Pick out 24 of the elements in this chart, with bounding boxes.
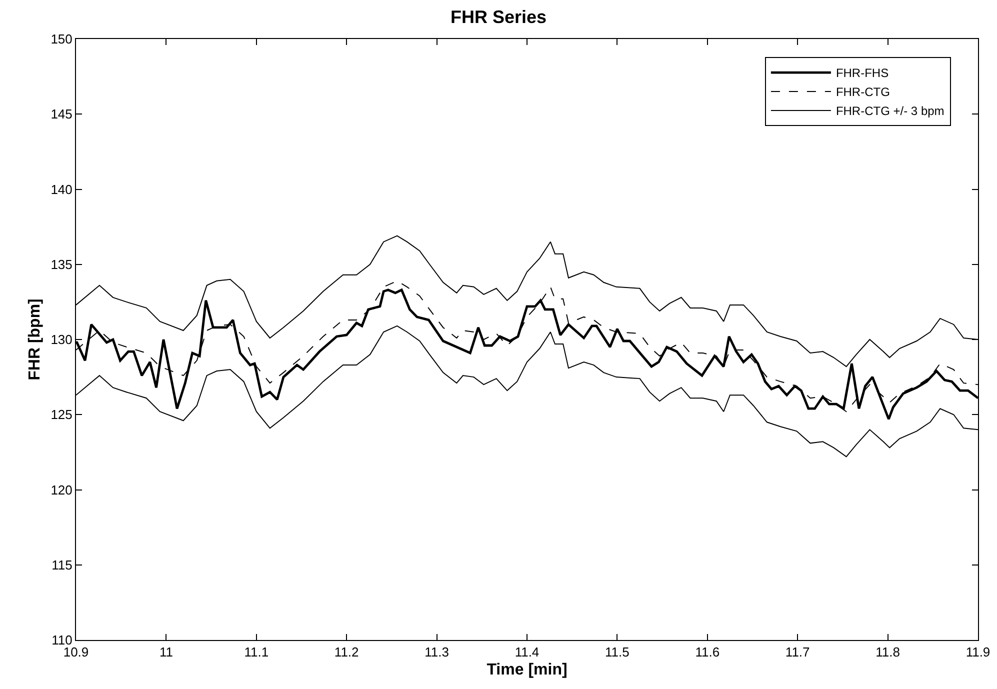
x-tick-label: 11.4	[514, 644, 540, 660]
x-tick-label: 11.2	[334, 644, 359, 660]
y-tick-label: 135	[50, 256, 72, 272]
y-tick-label: 140	[50, 182, 72, 197]
y-tick-label: 130	[50, 332, 72, 348]
y-tick-label: 115	[52, 557, 72, 572]
x-tick-label: 11.9	[966, 644, 990, 660]
y-tick-label: 150	[50, 32, 72, 47]
x-tick-label: 11.8	[876, 644, 900, 660]
chart-title: FHR Series	[450, 6, 547, 27]
x-tick-label: 11	[159, 644, 173, 660]
x-tick-label: 11.1	[244, 644, 269, 660]
x-tick-label: 11.3	[424, 644, 449, 660]
x-tick-label: 11.7	[785, 644, 810, 660]
y-tick-label: 125	[50, 407, 72, 422]
x-tick-label: 11.6	[695, 644, 720, 660]
legend-label: FHR-FHS	[836, 66, 889, 80]
legend-label: FHR-CTG +/- 3 bpm	[836, 104, 944, 118]
y-tick-label: 145	[50, 106, 72, 122]
legend-label: FHR-CTG	[836, 85, 890, 100]
x-axis-title: Time [min]	[486, 661, 568, 678]
y-tick-label: 120	[50, 482, 72, 498]
x-tick-label: 11.5	[605, 644, 630, 660]
y-axis-title: FHR [bpm]	[26, 298, 44, 380]
